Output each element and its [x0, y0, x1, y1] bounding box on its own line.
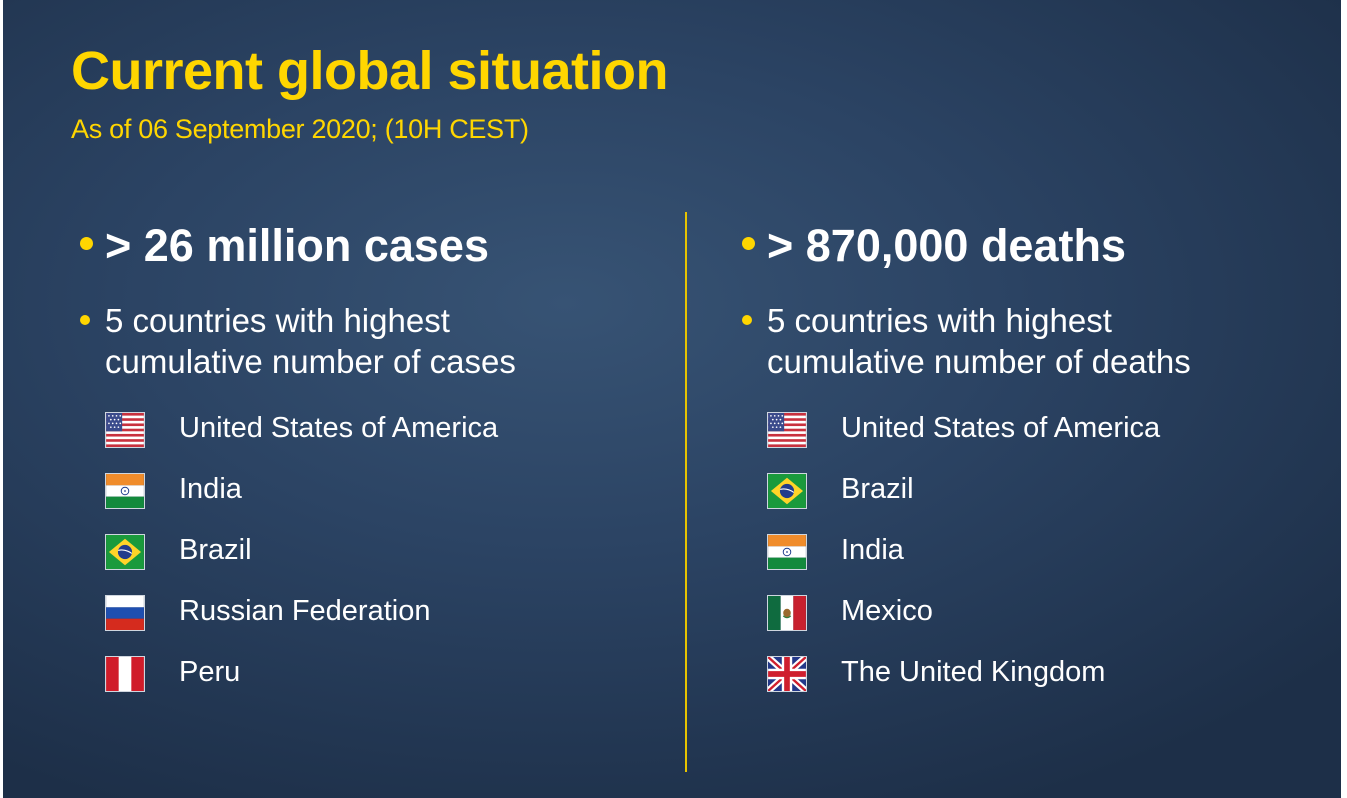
cases-description-line2: cumulative number of cases	[105, 343, 516, 380]
country-name: Peru	[179, 656, 241, 688]
bullet-dot-icon	[742, 315, 752, 325]
mexico-flag-icon	[767, 595, 807, 631]
bullet-dot-icon	[80, 315, 90, 325]
country-name: Russian Federation	[179, 595, 431, 627]
deaths-description: 5 countries with highest cumulative numb…	[767, 300, 1191, 382]
column-divider	[685, 212, 687, 772]
russia-flag-icon	[105, 595, 145, 631]
country-name: Brazil	[179, 534, 252, 566]
usa-flag-icon	[105, 412, 145, 448]
brazil-flag-icon	[767, 473, 807, 509]
india-flag-icon	[105, 473, 145, 509]
deaths-headline: > 870,000 deaths	[767, 220, 1126, 271]
cases-description: 5 countries with highest cumulative numb…	[105, 300, 516, 382]
country-name: United States of America	[841, 412, 1161, 444]
slide: Current global situation As of 06 Septem…	[3, 0, 1341, 798]
bullet-dot-icon	[80, 237, 93, 250]
cases-headline: > 26 million cases	[105, 220, 489, 271]
country-name: Mexico	[841, 595, 933, 627]
uk-flag-icon	[767, 656, 807, 692]
country-name: The United Kingdom	[841, 656, 1106, 688]
usa-flag-icon	[767, 412, 807, 448]
india-flag-icon	[767, 534, 807, 570]
slide-subtitle: As of 06 September 2020; (10H CEST)	[71, 114, 529, 144]
country-name: United States of America	[179, 412, 499, 444]
country-name: India	[179, 473, 242, 505]
cases-description-line1: 5 countries with highest	[105, 302, 450, 339]
country-name: Brazil	[841, 473, 914, 505]
country-name: India	[841, 534, 904, 566]
bullet-dot-icon	[742, 237, 755, 250]
peru-flag-icon	[105, 656, 145, 692]
slide-title: Current global situation	[71, 41, 669, 101]
brazil-flag-icon	[105, 534, 145, 570]
deaths-description-line2: cumulative number of deaths	[767, 343, 1191, 380]
deaths-description-line1: 5 countries with highest	[767, 302, 1112, 339]
